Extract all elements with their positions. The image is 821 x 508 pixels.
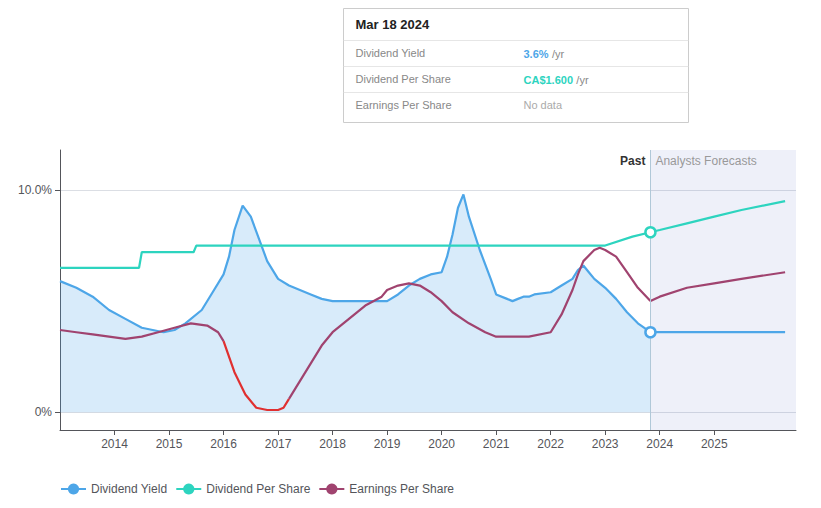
svg-text:2018: 2018 <box>319 437 346 451</box>
svg-text:2022: 2022 <box>537 437 564 451</box>
svg-text:Dividend Yield: Dividend Yield <box>356 47 426 59</box>
svg-text:0%: 0% <box>35 405 53 419</box>
svg-text:10.0%: 10.0% <box>18 183 52 197</box>
svg-text:2016: 2016 <box>210 437 237 451</box>
svg-text:2021: 2021 <box>483 437 510 451</box>
svg-text:3.6%: 3.6% <box>524 48 549 60</box>
svg-text:Earnings Per Share: Earnings Per Share <box>356 99 452 111</box>
svg-text:2019: 2019 <box>374 437 401 451</box>
svg-text:No data: No data <box>524 99 563 111</box>
svg-text:/yr: /yr <box>576 74 589 86</box>
svg-text:CA$1.600: CA$1.600 <box>524 74 574 86</box>
svg-text:Dividend Yield: Dividend Yield <box>91 482 167 496</box>
svg-text:Analysts Forecasts: Analysts Forecasts <box>655 154 756 168</box>
svg-text:/yr: /yr <box>552 48 565 60</box>
svg-text:Dividend Per Share: Dividend Per Share <box>356 73 451 85</box>
svg-text:2020: 2020 <box>428 437 455 451</box>
svg-text:2014: 2014 <box>101 437 128 451</box>
svg-text:Dividend Per Share: Dividend Per Share <box>206 482 310 496</box>
svg-text:Earnings Per Share: Earnings Per Share <box>349 482 454 496</box>
svg-text:2015: 2015 <box>156 437 183 451</box>
svg-text:Past: Past <box>620 154 645 168</box>
svg-text:2024: 2024 <box>646 437 673 451</box>
svg-text:2025: 2025 <box>701 437 728 451</box>
svg-text:2023: 2023 <box>592 437 619 451</box>
svg-text:Mar 18 2024: Mar 18 2024 <box>356 17 430 32</box>
svg-text:2017: 2017 <box>265 437 292 451</box>
